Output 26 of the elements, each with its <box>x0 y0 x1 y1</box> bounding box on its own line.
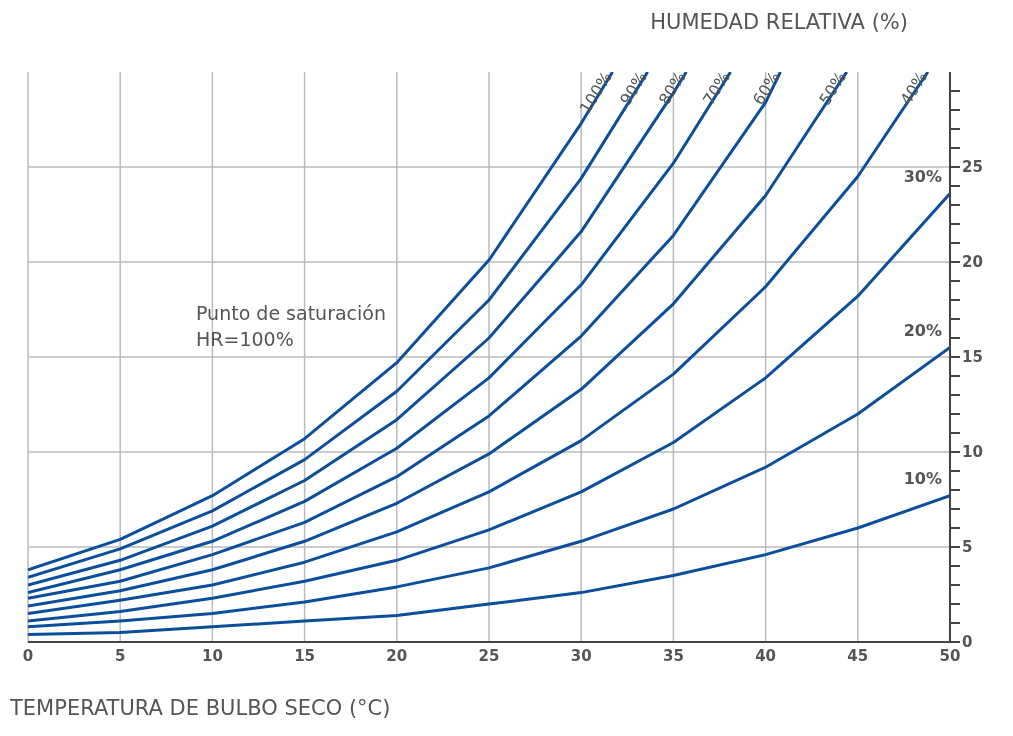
x-tick-label: 45 <box>847 646 869 665</box>
y-tick-label: 10 <box>962 443 983 462</box>
annotation: Punto de saturación HR=100% <box>196 301 386 352</box>
y-tick-label: 20 <box>962 253 983 272</box>
y-tick-label: 15 <box>962 348 983 367</box>
series-label: 10% <box>903 468 942 488</box>
y-tick-label: 0 <box>962 633 973 652</box>
line-series <box>28 192 950 623</box>
x-axis-title: TEMPERATURA DE BULBO SECO (°C) <box>10 696 391 720</box>
x-tick-label: 40 <box>755 646 777 665</box>
x-tick-label: 15 <box>294 646 316 665</box>
x-tick-label: 20 <box>386 646 408 665</box>
y-tick-label: 5 <box>962 538 973 557</box>
x-tick-label: 0 <box>22 646 34 665</box>
chart-title: HUMEDAD RELATIVA (%) <box>650 10 908 34</box>
x-tick-label: 5 <box>114 646 126 665</box>
x-tick-label: 25 <box>478 646 500 665</box>
x-tick-label: 35 <box>662 646 684 665</box>
x-tick-label: 50 <box>939 646 961 665</box>
series-label: 20% <box>903 320 942 340</box>
series-label: 30% <box>903 166 942 186</box>
line-series <box>28 346 950 629</box>
x-tick-label: 30 <box>570 646 592 665</box>
line-series <box>28 494 950 636</box>
x-tick-label: 10 <box>201 646 223 665</box>
y-tick-label: 25 <box>962 158 983 177</box>
